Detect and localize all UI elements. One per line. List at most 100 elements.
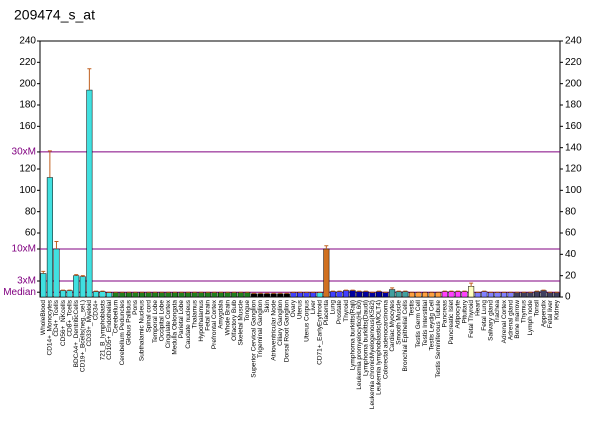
x-tick-label: Parietal Lobe [178, 300, 185, 339]
error-bar [311, 291, 316, 293]
x-tick-label: Cerebellum [112, 300, 119, 333]
bar [165, 292, 172, 298]
y2-tick-label: 140 [565, 142, 582, 153]
x-tick-label: Fetal liver [547, 299, 554, 328]
y-tick-label: 200 [19, 78, 36, 89]
y-tick-label: 100 [19, 185, 36, 196]
bar [494, 292, 501, 298]
bar [264, 293, 271, 298]
error-bar [41, 270, 46, 274]
x-tick-label: Skeletal Muscle [237, 300, 244, 346]
error-bar [80, 275, 85, 277]
bar [217, 292, 225, 298]
x-tick-label: Thyroid [343, 300, 350, 322]
x-tick-label: Tongue [244, 300, 251, 322]
bar [296, 292, 304, 298]
error-bar [508, 291, 513, 293]
error-bar [502, 291, 507, 293]
error-bar [554, 291, 559, 293]
error-bar [205, 291, 210, 293]
bar [316, 292, 323, 298]
error-bar [245, 291, 250, 293]
error-bar [265, 292, 270, 294]
x-tick-label: Whole Brain [224, 300, 231, 336]
bar [349, 290, 356, 298]
error-bar [548, 291, 553, 293]
y2-tick-label: 80 [565, 206, 577, 217]
error-bar [113, 291, 118, 293]
error-bar [416, 291, 421, 293]
bar [231, 292, 238, 298]
bar [86, 89, 93, 298]
x-tick-label: Temporal Lobe [152, 300, 159, 343]
x-tick-label: Heart [474, 300, 481, 316]
error-bar [449, 290, 454, 292]
error-bar [436, 291, 441, 293]
bar [310, 292, 317, 298]
bar [468, 286, 475, 298]
x-tick-label: CD56+_NKcells [60, 299, 67, 346]
bar [46, 177, 53, 298]
bar [487, 292, 494, 298]
bar [270, 293, 277, 298]
x-tick-label: Adipocyte [455, 300, 462, 329]
x-tick-label: WholeBlood [40, 300, 47, 335]
bar [428, 292, 435, 298]
bar [106, 292, 113, 298]
x-tick-label: Thalamus [191, 299, 198, 328]
error-bar [344, 289, 349, 291]
x-tick-label: Colorectal adenocarcinoma [382, 300, 389, 380]
bar [178, 292, 185, 298]
x-tick-label: CD19+_Bcells(neg._sel.) [80, 300, 87, 372]
error-bar [146, 291, 151, 293]
x-tick-label: Prostate [336, 300, 343, 325]
x-tick-label: BDCA4+_DentriticCells [73, 299, 80, 367]
y2-tick-label: 20 [565, 270, 577, 281]
error-bar [442, 290, 447, 292]
x-tick-label: Olfactory Bulb [231, 300, 238, 341]
x-tick-label: Cardiac Myocytes [389, 299, 396, 351]
bar [112, 292, 119, 298]
error-bar [357, 290, 362, 292]
x-tick-label: Ciliary Ganglion [277, 300, 284, 346]
bar [60, 290, 67, 298]
error-bar [271, 292, 276, 294]
x-tick-label: Medulla Oblongata [172, 300, 179, 355]
x-tick-label: Adrenal gland [507, 300, 514, 340]
error-bar [455, 290, 460, 292]
x-tick-label: Occipital Lobe [158, 300, 165, 342]
bar [454, 291, 461, 298]
bar [553, 292, 560, 298]
error-bar [166, 291, 171, 293]
y-tick-label: 160 [19, 121, 36, 132]
bar [198, 292, 205, 298]
bar [422, 292, 429, 298]
x-tick-label: Pancreas [442, 299, 449, 327]
x-tick-label: Ovary [290, 299, 297, 317]
x-tick-label: Smooth Muscle [395, 300, 402, 345]
x-tick-label: Hypothalamus [198, 299, 205, 341]
bar [547, 292, 554, 298]
x-tick-label: Uterus [297, 299, 304, 319]
error-bar [93, 290, 98, 292]
error-bar [140, 291, 145, 293]
error-bar [172, 291, 177, 293]
x-tick-label: CD14+_Monocytes [47, 299, 54, 355]
x-tick-label: Amygdala [218, 300, 225, 329]
y2-tick-label: 180 [565, 100, 582, 111]
bar [79, 276, 86, 298]
bar [520, 292, 527, 298]
bar [474, 292, 481, 298]
x-tick-label: Subthalamic Nucleus [139, 299, 146, 361]
error-bar [403, 290, 408, 292]
error-bar [495, 291, 500, 293]
bar [283, 293, 290, 298]
bar [290, 292, 297, 298]
bar [323, 248, 330, 298]
y-tick-label: 120 [19, 164, 36, 175]
bar [211, 292, 218, 298]
y2-tick-label: 100 [565, 185, 582, 196]
bar [119, 292, 126, 298]
y-tick-label: 240 [19, 36, 36, 47]
x-tick-label: Testis Interstitial [422, 299, 429, 346]
